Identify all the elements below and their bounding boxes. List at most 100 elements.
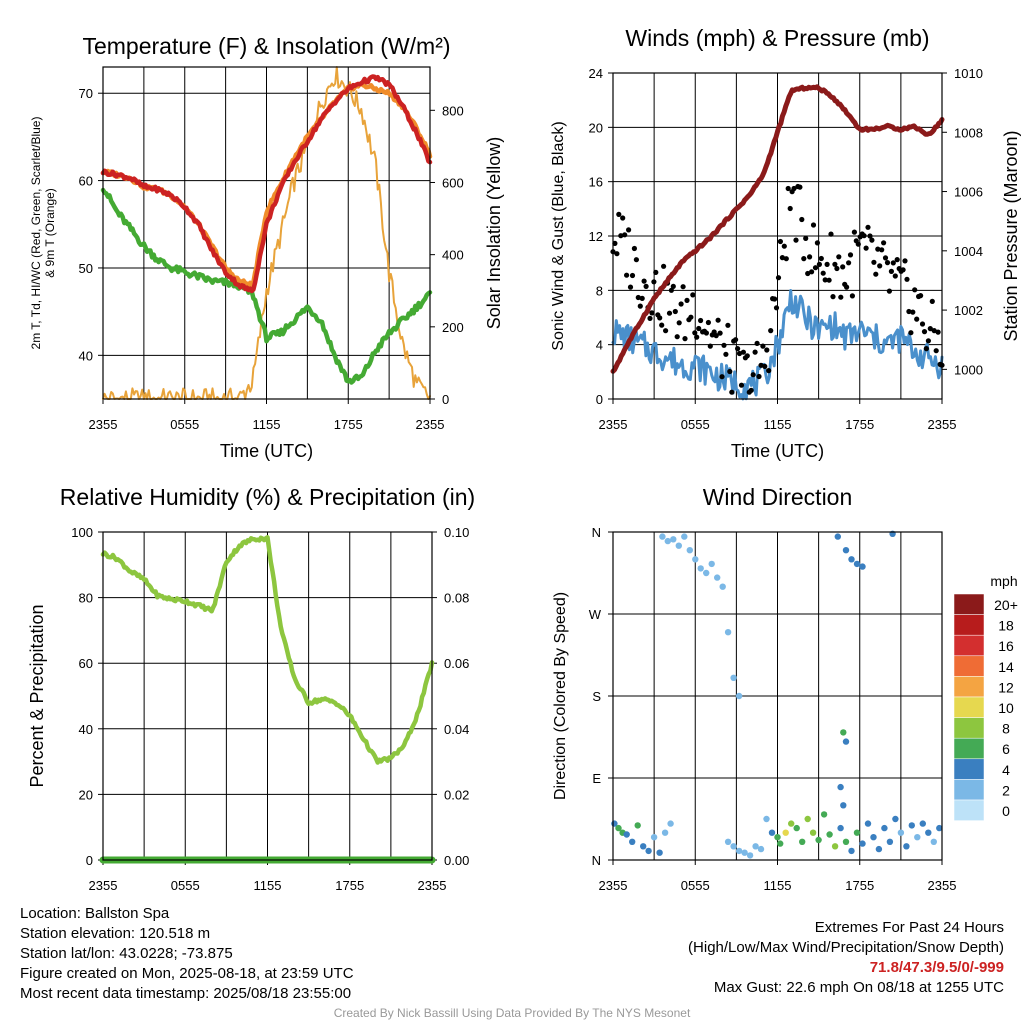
gust-point bbox=[756, 373, 762, 380]
gust-point bbox=[921, 329, 928, 335]
gust-point bbox=[828, 231, 834, 237]
temp-ytick-right-label: 800 bbox=[442, 103, 464, 118]
gust-point bbox=[696, 325, 702, 332]
legend-label: 2 bbox=[1002, 782, 1010, 798]
rh-ytick-label: 0 bbox=[86, 853, 93, 868]
direction-point bbox=[782, 829, 789, 836]
temp-ytick-label: 60 bbox=[79, 174, 93, 189]
gust-point bbox=[818, 255, 824, 262]
direction-point bbox=[623, 831, 630, 838]
wind-xlabel: Time (UTC) bbox=[731, 441, 824, 461]
gust-point bbox=[672, 308, 678, 315]
direction-point bbox=[757, 845, 765, 853]
gust-point bbox=[822, 277, 828, 283]
direction-point bbox=[804, 815, 811, 823]
gust-point bbox=[649, 310, 655, 316]
direction-point bbox=[719, 583, 726, 590]
dir-xtick-label: 1755 bbox=[845, 878, 874, 893]
extremes-title: Extremes For Past 24 Hours bbox=[814, 919, 1004, 936]
gust-point bbox=[694, 334, 700, 340]
legend-label: 20+ bbox=[994, 597, 1018, 613]
temp-title: Temperature (F) & Insolation (W/m²) bbox=[82, 33, 450, 59]
gust-point bbox=[814, 240, 821, 246]
gust-point bbox=[873, 271, 879, 277]
legend-label: 6 bbox=[1002, 741, 1010, 757]
gust-point bbox=[838, 294, 844, 300]
temp-xtick-label: 2355 bbox=[416, 417, 445, 432]
gust-point bbox=[748, 387, 754, 393]
rh-ytick-right-label: 0.00 bbox=[444, 853, 469, 868]
gust-point bbox=[680, 284, 686, 290]
legend-label: 14 bbox=[998, 659, 1014, 675]
gust-point bbox=[766, 368, 772, 374]
direction-point bbox=[936, 824, 943, 832]
direction-point bbox=[930, 838, 937, 845]
wind-ytick-right-label: 1000 bbox=[954, 362, 983, 377]
direction-point bbox=[799, 838, 806, 845]
extremes-info: Extremes For Past 24 Hours (High/Low/Max… bbox=[688, 918, 1004, 998]
rh-ytick-right-label: 0.10 bbox=[444, 525, 469, 540]
gust-point bbox=[935, 329, 941, 335]
wind-ytick-label: 4 bbox=[596, 338, 603, 353]
gust-point bbox=[791, 185, 797, 192]
gust-point bbox=[892, 273, 898, 279]
direction-point bbox=[708, 560, 715, 568]
gust-point bbox=[777, 238, 784, 245]
direction-point bbox=[768, 829, 776, 836]
gust-point bbox=[631, 245, 638, 252]
direction-point bbox=[659, 533, 666, 540]
gust-point bbox=[684, 297, 690, 303]
gust-point bbox=[902, 258, 908, 264]
direction-point bbox=[724, 838, 732, 845]
direction-point bbox=[774, 834, 781, 841]
direction-point bbox=[741, 849, 748, 856]
direction-point bbox=[859, 840, 866, 847]
gust-point bbox=[894, 257, 900, 263]
legend-swatch bbox=[953, 799, 985, 821]
gust-point bbox=[846, 260, 852, 266]
direction-point bbox=[675, 542, 682, 549]
direction-point bbox=[837, 783, 844, 791]
legend-swatch bbox=[953, 614, 985, 636]
gust-point bbox=[674, 334, 680, 340]
wind-ylabel-right: Station Pressure (Maroon) bbox=[1001, 130, 1021, 341]
gust-point bbox=[865, 224, 871, 230]
gust-point bbox=[633, 257, 640, 263]
gust-point bbox=[933, 348, 939, 354]
direction-point bbox=[815, 836, 822, 844]
gust-point bbox=[890, 260, 896, 266]
direction-point bbox=[670, 536, 677, 543]
gust-point bbox=[908, 330, 914, 336]
gust-point bbox=[797, 184, 803, 190]
wind-ytick-right-label: 1002 bbox=[954, 303, 983, 318]
direction-point bbox=[914, 834, 921, 841]
temp-xtick-label: 2355 bbox=[89, 417, 118, 432]
gust-point bbox=[678, 301, 684, 307]
gust-point bbox=[884, 260, 891, 266]
direction-point bbox=[842, 838, 850, 845]
gust-point bbox=[717, 330, 723, 336]
direction-point bbox=[793, 824, 800, 832]
direction-point bbox=[656, 849, 663, 856]
dir-ytick-label: E bbox=[592, 771, 601, 786]
wind-ytick-label: 8 bbox=[596, 283, 603, 298]
gust-point bbox=[851, 229, 858, 235]
gust-point bbox=[871, 259, 877, 265]
gust-point bbox=[863, 245, 869, 251]
gust-point bbox=[651, 279, 657, 285]
gust-point bbox=[836, 254, 842, 260]
direction-point bbox=[735, 692, 743, 700]
gust-point bbox=[760, 343, 766, 349]
gust-point bbox=[768, 328, 774, 334]
direction-point bbox=[645, 847, 652, 855]
gust-point bbox=[801, 256, 807, 262]
temp-ytick-right-label: 200 bbox=[442, 320, 464, 335]
rh-xtick-label: 2355 bbox=[418, 878, 447, 893]
wind-xtick-label: 1755 bbox=[845, 417, 874, 432]
gust-point bbox=[918, 293, 924, 299]
direction-point bbox=[831, 843, 839, 850]
gust-point bbox=[882, 255, 889, 261]
direction-point bbox=[881, 824, 888, 832]
rh-ylabel: Percent & Precipitation bbox=[27, 604, 47, 787]
